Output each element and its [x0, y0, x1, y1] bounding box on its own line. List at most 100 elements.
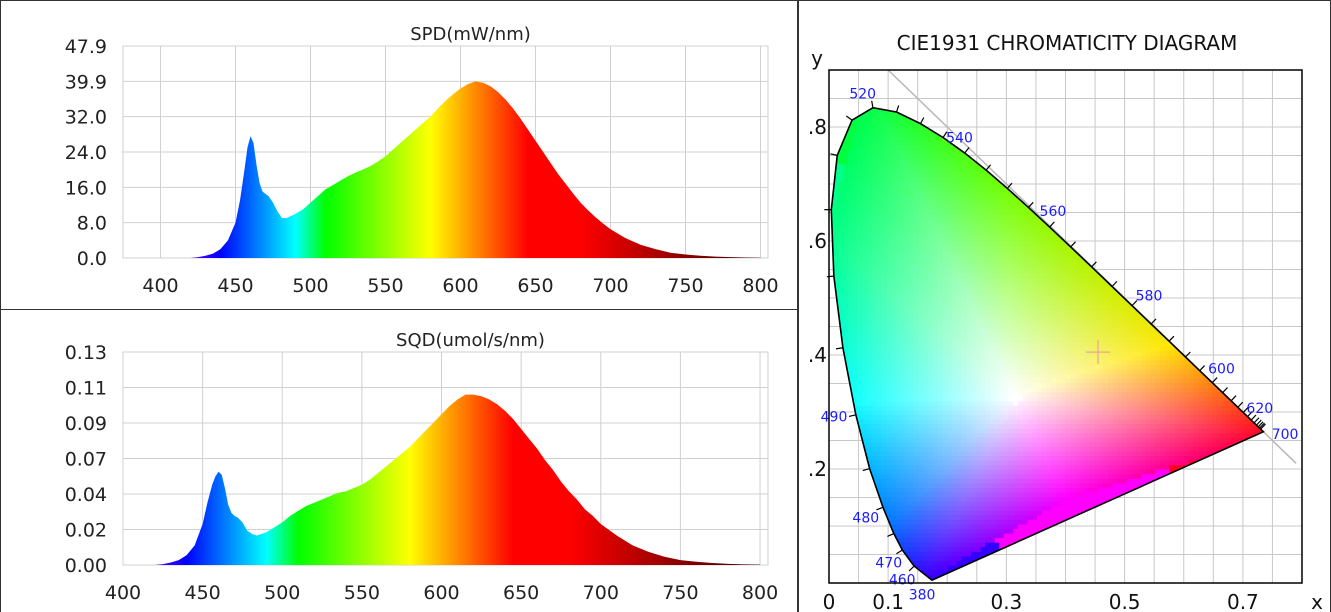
x-tick-label: 500 — [292, 275, 328, 297]
wavelength-label: 460 — [889, 573, 916, 589]
x-tick-label: 650 — [503, 582, 539, 604]
wavelength-label: 700 — [1272, 427, 1299, 443]
y-tick-label: .2 — [808, 457, 827, 481]
x-tick-label: 600 — [442, 275, 478, 297]
locus-tick — [1242, 406, 1249, 413]
y-tick-label: 47.9 — [65, 36, 107, 58]
x-tick-label: 450 — [184, 582, 220, 604]
y-tick-label: 0.0 — [77, 248, 107, 270]
x-tick-label: 400 — [105, 582, 141, 604]
locus-tick — [1259, 422, 1265, 429]
y-tick-label: 0.00 — [65, 555, 107, 577]
spd-chart: 400 450 500 550 600 650 700 750 800 0.0 8.0 16.0 24.… — [65, 24, 779, 297]
locus-tick — [1150, 318, 1157, 325]
x-tick-label: 500 — [264, 582, 300, 604]
locus-tick — [1260, 423, 1266, 430]
x-axis-label: x — [1311, 590, 1323, 612]
wavelength-label: 580 — [1136, 288, 1163, 304]
chart-title: SQD(umol/s/nm) — [396, 330, 545, 351]
x-tick-label: 800 — [742, 275, 778, 297]
locus-tick — [942, 131, 948, 138]
x-tick-label: 750 — [667, 275, 703, 297]
y-tick-label: 39.9 — [65, 71, 107, 93]
locus-tick — [1256, 419, 1262, 426]
locus-tick — [1222, 387, 1228, 394]
wavelength-label: 490 — [821, 410, 848, 426]
locus-tick — [1185, 351, 1191, 358]
locus-tick — [871, 100, 874, 108]
x-tick-label: 450 — [217, 275, 253, 297]
y-tick-label: .4 — [808, 343, 827, 367]
spectrum-area — [190, 81, 761, 258]
locus-tick — [919, 117, 925, 124]
locus-tick — [1091, 261, 1097, 268]
locus-tick — [1237, 401, 1244, 408]
locus-tick — [895, 105, 900, 113]
x-tick-label: 650 — [517, 275, 553, 297]
locus-tick — [1250, 414, 1257, 421]
wavelength-label: 540 — [946, 131, 973, 147]
x-tick-label: 700 — [583, 582, 619, 604]
x-tick-label: 750 — [662, 582, 698, 604]
locus-tick — [964, 147, 970, 154]
locus-tick — [1247, 411, 1253, 417]
locus-tick — [908, 565, 915, 572]
cie-chart-panel: 460 470 480 490 520 540 560 580 600 620 700 380 0 0.1… — [798, 0, 1331, 612]
y-tick-label: .8 — [808, 115, 827, 139]
locus-tick — [1049, 221, 1055, 228]
y-axis-label: y — [811, 46, 823, 70]
wavelength-label: 560 — [1040, 204, 1067, 220]
y-tick-label: 0.04 — [65, 484, 107, 506]
x-tick-label: 0.7 — [1227, 590, 1259, 612]
x-tick-label: 0 — [823, 590, 836, 612]
locus-tick — [985, 164, 992, 171]
x-tick-label: 0.3 — [990, 590, 1022, 612]
wavelength-label: 470 — [875, 556, 902, 572]
locus-tick — [1168, 335, 1175, 342]
x-tick-label: 700 — [592, 275, 628, 297]
y-tick-label: 0.13 — [65, 342, 107, 364]
locus-tick — [1230, 395, 1237, 402]
locus-tick — [1006, 182, 1013, 189]
sqd-chart-panel: 400 450 500 550 600 650 700 750 800 0.00 0.02 0.04 0… — [0, 310, 798, 612]
locus-tick — [835, 347, 843, 350]
x-tick-label: 600 — [423, 582, 459, 604]
y-tick-label: .6 — [808, 229, 827, 253]
y-tick-label: 0.02 — [65, 520, 107, 542]
spectrum-area — [154, 394, 761, 565]
locus-tick — [826, 275, 834, 278]
plot-frame — [828, 69, 1303, 584]
y-tick-label: 16.0 — [65, 177, 107, 199]
locus-tick — [846, 115, 853, 121]
y-tick-label: 0.11 — [65, 378, 107, 400]
locus-tick — [1131, 300, 1138, 307]
locus-tick — [896, 549, 903, 555]
x-tick-label: 0.5 — [1109, 590, 1141, 612]
spd-chart-panel: 400 450 500 550 600 650 700 750 800 0.0 8.0 16.0 24.… — [0, 0, 798, 310]
x-tick-label: 550 — [367, 275, 403, 297]
locus-tick — [830, 153, 838, 156]
chart-title: SPD(mW/nm) — [410, 24, 531, 45]
y-tick-label: 32.0 — [65, 107, 107, 129]
locus-tick — [887, 532, 895, 537]
y-tick-label: 24.0 — [65, 142, 107, 164]
x-tick-label: 400 — [142, 275, 178, 297]
y-tick-label: 0.09 — [65, 413, 107, 435]
wavelength-label: 620 — [1246, 401, 1273, 417]
locus-tick — [1257, 421, 1264, 428]
wavelength-label: 600 — [1208, 362, 1235, 378]
sqd-chart: 400 450 500 550 600 650 700 750 800 0.00 0.02 0.04 0… — [65, 330, 778, 604]
y-tick-label: 8.0 — [77, 213, 107, 235]
locus-tick — [1211, 377, 1218, 384]
wavelength-label: 380 — [909, 588, 936, 604]
wavelength-label: 520 — [849, 87, 876, 103]
locus-tick — [1070, 241, 1076, 248]
locus-tick — [1199, 365, 1206, 372]
x-tick-label: 0.1 — [872, 590, 904, 612]
locus-tick — [1111, 280, 1118, 287]
wavelength-label: 480 — [852, 510, 879, 526]
y-tick-label: 0.07 — [65, 449, 107, 471]
x-tick-label: 550 — [344, 582, 380, 604]
x-tick-label: 800 — [742, 582, 778, 604]
